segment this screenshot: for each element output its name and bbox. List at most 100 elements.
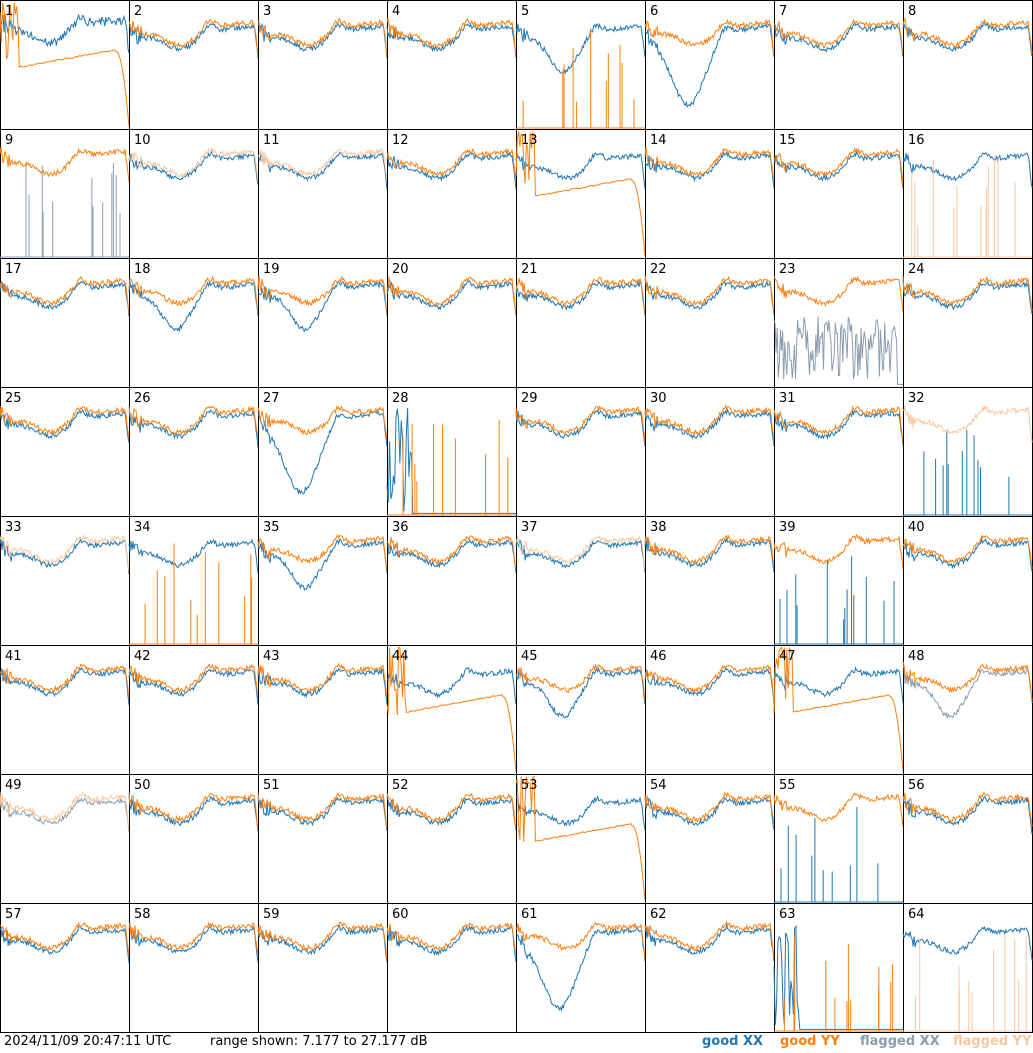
series-yy-60: [386, 922, 517, 960]
panel-label-3: 3: [263, 4, 271, 19]
series-yy-44: [386, 647, 517, 772]
series-yy-15: [773, 147, 904, 186]
series-xx-56: [902, 795, 1033, 835]
series-xx-55: [774, 807, 903, 903]
panel-label-51: 51: [263, 778, 280, 793]
panel-label-12: 12: [392, 133, 409, 148]
panel-frame: [516, 387, 646, 517]
panel-label-46: 46: [650, 649, 667, 664]
series-yy-3: [257, 17, 388, 56]
series-yy-39: [773, 533, 904, 570]
series-xx-37: [515, 538, 646, 573]
series-yy-46: [644, 664, 775, 701]
panel-label-41: 41: [5, 649, 22, 664]
series-xx-64: [902, 925, 1033, 961]
panel-label-38: 38: [650, 520, 667, 535]
panel-frame: [645, 129, 775, 259]
panel-label-58: 58: [134, 907, 151, 922]
panel-label-39: 39: [779, 520, 796, 535]
series-yy-5: [516, 28, 645, 129]
legend-flagged-xx: flagged XX: [860, 1034, 940, 1049]
series-xx-12: [386, 151, 517, 190]
panel-label-33: 33: [5, 520, 22, 535]
panel-label-34: 34: [134, 520, 151, 535]
panel-frame: [387, 258, 517, 388]
panel-label-25: 25: [5, 391, 22, 406]
panel-label-27: 27: [263, 391, 280, 406]
legend-good-xx: good XX: [702, 1034, 764, 1049]
panel-label-50: 50: [134, 778, 151, 793]
series-xx-57: [0, 926, 130, 963]
panel-frame: [903, 903, 1033, 1033]
series-yy-10: [128, 146, 259, 183]
panel-label-32: 32: [908, 391, 925, 406]
series-xx-62: [644, 923, 775, 962]
panel-frame: [387, 903, 517, 1033]
panel-label-48: 48: [908, 649, 925, 664]
series-xx-8: [902, 21, 1033, 57]
panel-label-18: 18: [134, 262, 151, 277]
panel-label-17: 17: [5, 262, 22, 277]
series-xx-22: [644, 279, 775, 315]
panel-label-63: 63: [779, 907, 796, 922]
panel-frame: [903, 516, 1033, 646]
panel-frame: [129, 516, 259, 646]
panel-label-10: 10: [134, 133, 151, 148]
series-xx-48: [902, 665, 1033, 719]
series-xx-13: [515, 152, 646, 189]
series-xx-59: [257, 925, 388, 963]
series-yy-55: [773, 792, 904, 827]
panel-frame: [129, 645, 259, 775]
panel-frame: [645, 516, 775, 646]
panel-frame: [0, 774, 130, 904]
series-xx-39: [774, 556, 903, 645]
series-xx-19: [257, 280, 388, 333]
series-xx-49: [0, 795, 130, 832]
panel-label-45: 45: [521, 649, 538, 664]
series-yy-47: [773, 646, 904, 772]
panel-label-52: 52: [392, 778, 409, 793]
panel-frame: [387, 387, 517, 517]
panel-label-8: 8: [908, 4, 916, 19]
series-xx-43: [257, 667, 388, 705]
series-yy-2: [128, 19, 259, 56]
series-yy-6: [644, 18, 775, 55]
panel-frame: [258, 516, 388, 646]
series-yy-18: [128, 275, 259, 314]
panel-frame: [258, 645, 388, 775]
series-yy-12: [386, 148, 517, 182]
series-yy-57: [0, 921, 130, 956]
series-yy-21: [515, 276, 646, 313]
panel-label-24: 24: [908, 262, 925, 277]
series-xx-31: [773, 409, 904, 446]
panel-label-62: 62: [650, 907, 667, 922]
panel-frame: [258, 258, 388, 388]
panel-label-53: 53: [521, 778, 538, 793]
series-yy-31: [773, 405, 904, 444]
panel-frame: [129, 0, 259, 130]
panel-frame: [387, 0, 517, 130]
series-yy-13: [515, 131, 646, 256]
panel-frame: [0, 129, 130, 259]
series-xx-40: [902, 537, 1033, 572]
series-xx-58: [128, 923, 259, 963]
series-yy-34: [129, 543, 258, 645]
panel-label-22: 22: [650, 262, 667, 277]
series-yy-35: [257, 534, 388, 571]
panel-frame: [387, 774, 517, 904]
panel-frame: [903, 387, 1033, 517]
series-yy-58: [128, 921, 259, 955]
legend-good-yy: good YY: [780, 1034, 840, 1049]
panel-label-23: 23: [779, 262, 796, 277]
panel-frame: [0, 258, 130, 388]
panel-frame: [0, 0, 130, 130]
panel-label-57: 57: [5, 907, 22, 922]
panel-label-31: 31: [779, 391, 796, 406]
series-yy-40: [902, 534, 1033, 569]
panel-frame: [645, 774, 775, 904]
panel-frame: [516, 0, 646, 130]
series-xx-61: [515, 925, 646, 1012]
series-yy-25: [0, 405, 130, 440]
series-yy-52: [386, 792, 517, 828]
panel-label-61: 61: [521, 907, 538, 922]
